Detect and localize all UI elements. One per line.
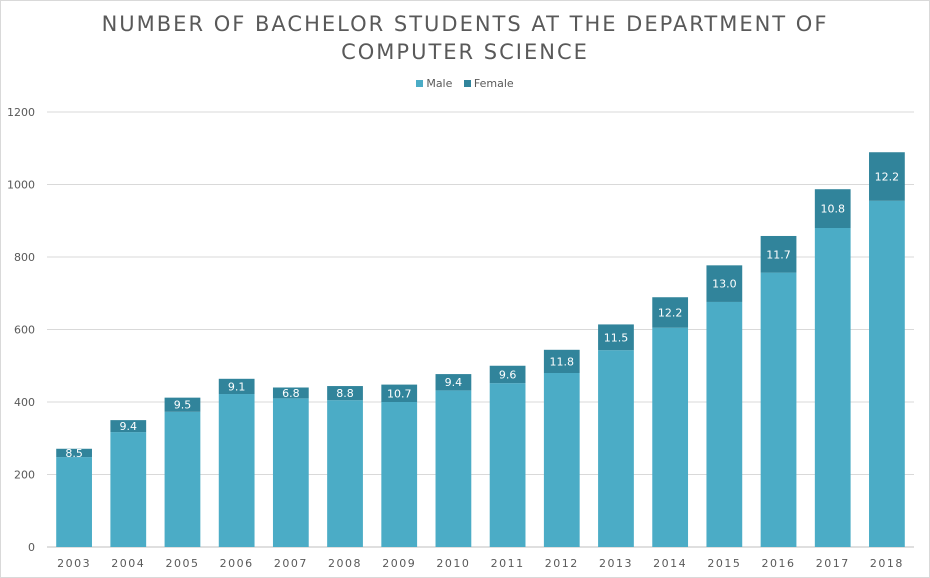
bar-female [381, 384, 418, 402]
chart-title-line-1: NUMBER OF BACHELOR STUDENTS AT THE DEPAR… [101, 12, 829, 36]
bar-female [652, 297, 689, 328]
bar-female [598, 324, 634, 351]
data-label: 9.4 [120, 420, 138, 433]
bar-male [327, 400, 363, 547]
legend-swatch-female [463, 80, 471, 87]
x-tick-label: 2016 [762, 557, 796, 570]
chart-title-line-2: COMPUTER SCIENCE [341, 40, 589, 64]
y-tick-label: 200 [14, 469, 35, 482]
legend-item-female: Female [463, 77, 514, 90]
bar-female [435, 374, 472, 391]
data-label: 8.5 [65, 447, 83, 460]
bar-female [760, 235, 797, 273]
x-tick-label: 2004 [111, 557, 145, 570]
bar-male [543, 373, 580, 547]
y-tick-label: 400 [14, 396, 35, 409]
chart-title: NUMBER OF BACHELOR STUDENTS AT THE DEPAR… [0, 10, 930, 66]
bar-male [110, 432, 147, 547]
data-label: 9.5 [174, 399, 192, 412]
bar-female [272, 387, 309, 399]
data-label: 11.7 [766, 248, 791, 261]
bar-female [164, 397, 201, 412]
data-label: 9.6 [499, 368, 517, 381]
x-tick-label: 2007 [274, 557, 308, 570]
bar-male [56, 457, 92, 547]
data-label: 10.8 [820, 203, 845, 216]
y-tick-label: 600 [14, 324, 35, 337]
legend-label-male: Male [426, 77, 453, 90]
x-tick-label: 2008 [328, 557, 362, 570]
bar-male [869, 200, 905, 547]
x-tick-label: 2006 [220, 557, 254, 570]
y-tick-label: 1200 [7, 106, 35, 119]
bar-male [706, 301, 743, 547]
x-tick-label: 2012 [545, 557, 579, 570]
bar-female [327, 386, 363, 401]
x-tick-label: 2017 [816, 557, 850, 570]
bar-female [706, 265, 743, 302]
data-label: 12.2 [658, 306, 683, 319]
x-tick-label: 2018 [870, 557, 904, 570]
bar-male [489, 383, 526, 547]
x-tick-label: 2003 [57, 557, 91, 570]
x-tick-label: 2014 [653, 557, 687, 570]
x-tick-label: 2009 [382, 557, 416, 570]
data-label: 9.1 [228, 380, 246, 393]
bar-male [598, 350, 634, 547]
bar-female [869, 152, 905, 201]
bar-male [272, 398, 309, 547]
bar-female [218, 378, 255, 395]
bar-male [652, 327, 689, 547]
legend-swatch-male [416, 80, 424, 87]
data-label: 11.5 [604, 331, 629, 344]
bar-male [381, 402, 418, 547]
bar-male [814, 228, 851, 547]
y-tick-label: 800 [14, 251, 35, 264]
data-label: 10.7 [387, 387, 412, 400]
bar-female [814, 189, 851, 228]
bar-male [218, 394, 255, 547]
legend-item-male: Male [416, 77, 452, 90]
x-tick-label: 2013 [599, 557, 633, 570]
data-label: 9.4 [445, 376, 463, 389]
data-label: 12.2 [875, 171, 900, 184]
x-tick-label: 2015 [707, 557, 741, 570]
x-tick-label: 2011 [491, 557, 525, 570]
bar-male [164, 411, 201, 547]
bar-female [543, 349, 580, 373]
data-label: 11.8 [550, 355, 575, 368]
data-label: 8.8 [336, 387, 354, 400]
y-tick-label: 0 [28, 541, 35, 554]
data-label: 6.8 [282, 387, 300, 400]
bar-female [56, 448, 92, 458]
legend-label-female: Female [473, 77, 514, 90]
bar-male [435, 390, 472, 547]
x-tick-label: 2010 [436, 557, 470, 570]
bar-female [110, 420, 147, 433]
y-tick-label: 1000 [7, 179, 35, 192]
bar-male [760, 272, 797, 547]
x-tick-label: 2005 [165, 557, 199, 570]
data-label: 13.0 [712, 278, 737, 291]
bar-female [489, 365, 526, 384]
legend: Male Female [0, 77, 930, 90]
